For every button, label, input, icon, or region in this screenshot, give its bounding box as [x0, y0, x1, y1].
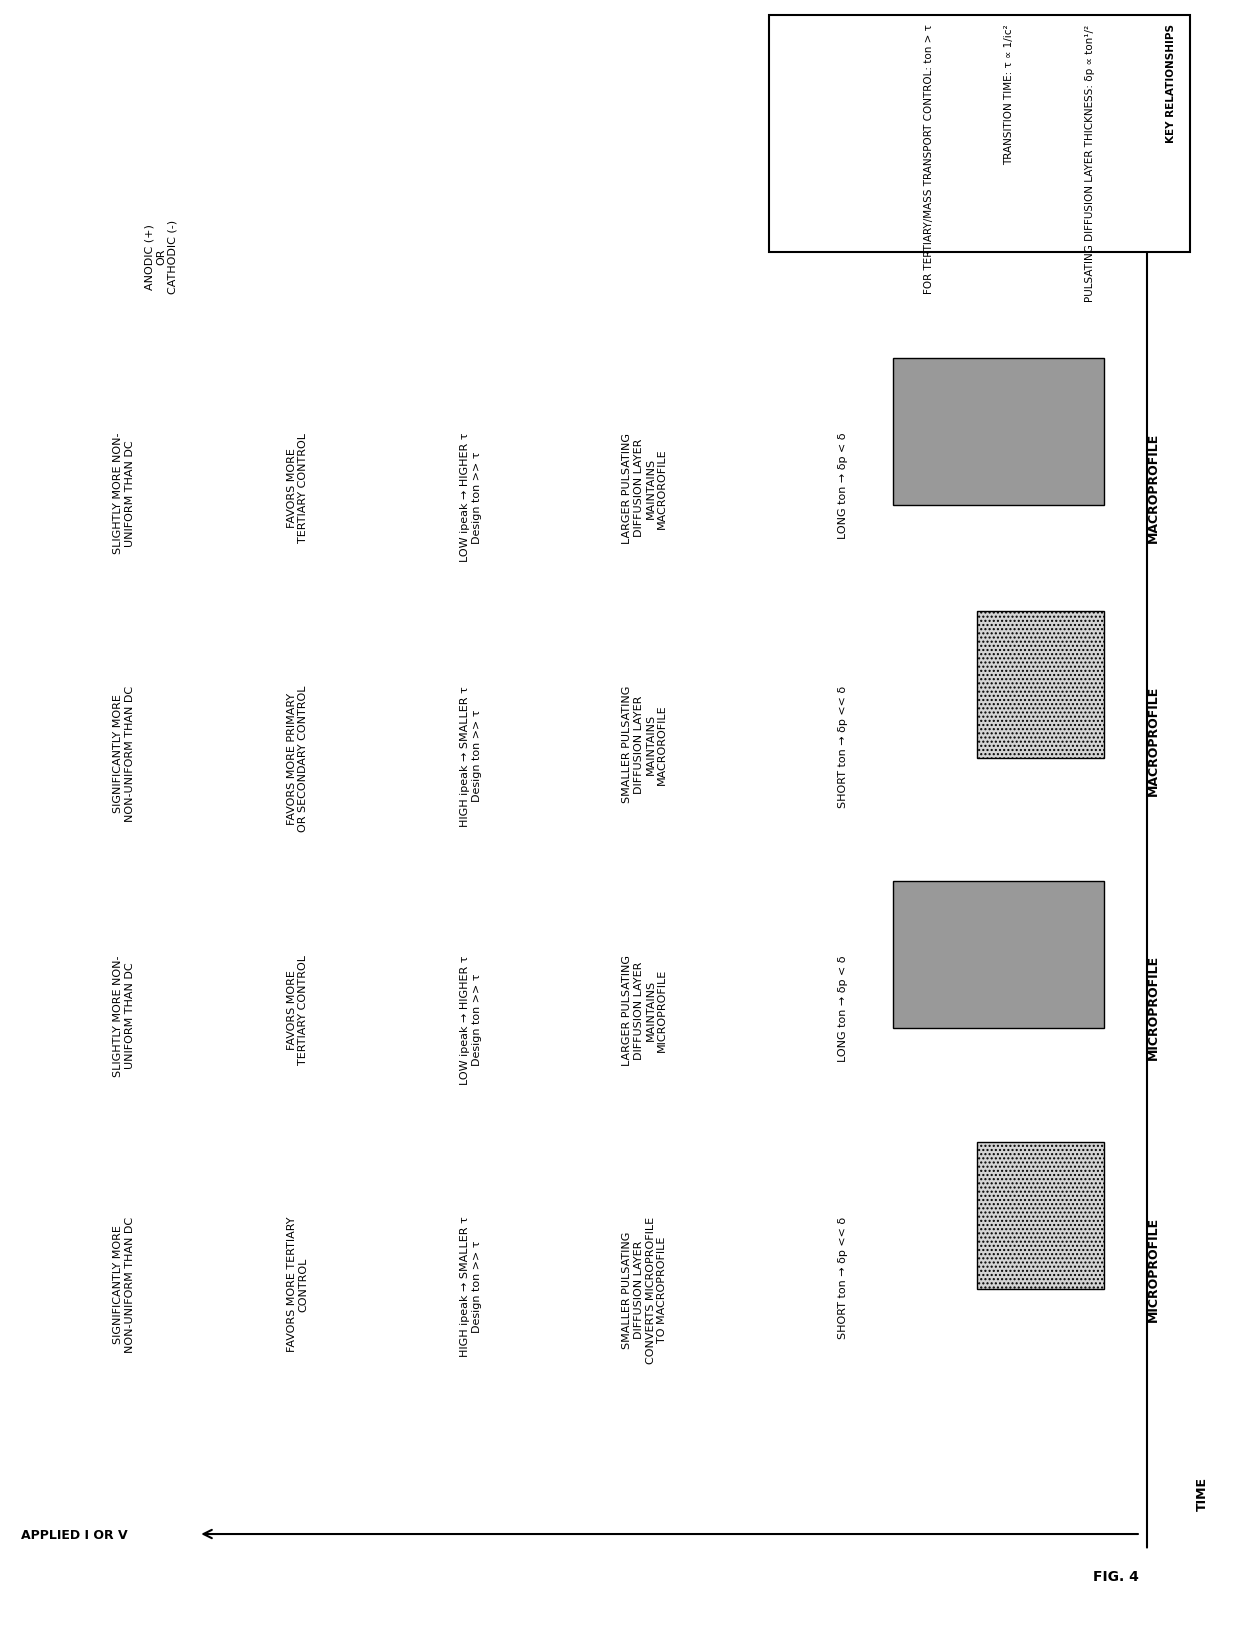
Bar	[769, 16, 1190, 253]
Text: MACROPROFILE: MACROPROFILE	[1147, 432, 1159, 543]
Text: FAVORS MORE
TERTIARY CONTROL: FAVORS MORE TERTIARY CONTROL	[286, 432, 309, 542]
Text: FAVORS MORE TERTIARY
CONTROL: FAVORS MORE TERTIARY CONTROL	[286, 1216, 309, 1351]
Text: MICROPROFILE: MICROPROFILE	[1147, 1216, 1159, 1320]
Text: SIGNIFICANTLY MORE
NON-UNIFORM THAN DC: SIGNIFICANTLY MORE NON-UNIFORM THAN DC	[113, 1216, 135, 1351]
Text: SLIGHTLY MORE NON-
UNIFORM THAN DC: SLIGHTLY MORE NON- UNIFORM THAN DC	[113, 432, 135, 553]
Text: MACROPROFILE: MACROPROFILE	[1147, 685, 1159, 796]
Text: LARGER PULSATING
DIFFUSION LAYER
MAINTAINS
MICROPROFILE: LARGER PULSATING DIFFUSION LAYER MAINTAI…	[622, 955, 667, 1066]
Bar	[977, 612, 1104, 759]
Text: SHORT ton → δp << δ: SHORT ton → δp << δ	[838, 685, 848, 808]
Text: FAVORS MORE PRIMARY
OR SECONDARY CONTROL: FAVORS MORE PRIMARY OR SECONDARY CONTROL	[286, 685, 309, 832]
Text: KEY RELATIONSHIPS: KEY RELATIONSHIPS	[1166, 24, 1176, 144]
Text: TRANSITION TIME: τ ∝ 1/ic²: TRANSITION TIME: τ ∝ 1/ic²	[1004, 24, 1014, 165]
Text: HIGH ipeak → SMALLER τ
Design ton >> τ: HIGH ipeak → SMALLER τ Design ton >> τ	[460, 685, 482, 826]
Bar	[893, 881, 1104, 1028]
Text: MICROPROFILE: MICROPROFILE	[1147, 955, 1159, 1059]
Text: SHORT ton → δp << δ: SHORT ton → δp << δ	[838, 1216, 848, 1338]
Bar	[893, 359, 1104, 506]
Text: SLIGHTLY MORE NON-
UNIFORM THAN DC: SLIGHTLY MORE NON- UNIFORM THAN DC	[113, 955, 135, 1075]
Text: FOR TERTIARY/MASS TRANSPORT CONTROL: ton > τ: FOR TERTIARY/MASS TRANSPORT CONTROL: ton…	[924, 24, 934, 294]
Text: PULSATING DIFFUSION LAYER THICKNESS: δp ∝ ton¹/²: PULSATING DIFFUSION LAYER THICKNESS: δp …	[1085, 24, 1095, 302]
Text: LARGER PULSATING
DIFFUSION LAYER
MAINTAINS
MACROROFILE: LARGER PULSATING DIFFUSION LAYER MAINTAI…	[622, 432, 667, 543]
Text: HIGH ipeak → SMALLER τ
Design ton >> τ: HIGH ipeak → SMALLER τ Design ton >> τ	[460, 1216, 482, 1356]
Text: LOW ipeak → HIGHER τ
Design ton >> τ: LOW ipeak → HIGHER τ Design ton >> τ	[460, 432, 482, 561]
Bar	[977, 1142, 1104, 1289]
Text: LONG ton → δp < δ: LONG ton → δp < δ	[838, 432, 848, 539]
Text: FIG. 4: FIG. 4	[1094, 1568, 1138, 1583]
Bar	[977, 1142, 1104, 1289]
Text: ANODIC (+)
OR
CATHODIC (-): ANODIC (+) OR CATHODIC (-)	[145, 220, 177, 294]
Text: LOW ipeak → HIGHER τ
Design ton >> τ: LOW ipeak → HIGHER τ Design ton >> τ	[460, 955, 482, 1084]
Bar	[977, 612, 1104, 759]
Text: SMALLER PULSATING
DIFFUSION LAYER
CONVERTS MICROPROFILE
TO MACROPROFILE: SMALLER PULSATING DIFFUSION LAYER CONVER…	[622, 1216, 667, 1363]
Text: SIGNIFICANTLY MORE
NON-UNIFORM THAN DC: SIGNIFICANTLY MORE NON-UNIFORM THAN DC	[113, 685, 135, 821]
Text: LONG ton → δp < δ: LONG ton → δp < δ	[838, 955, 848, 1061]
Text: TIME: TIME	[1197, 1475, 1209, 1510]
Text: FAVORS MORE
TERTIARY CONTROL: FAVORS MORE TERTIARY CONTROL	[286, 955, 309, 1064]
Text: SMALLER PULSATING
DIFFUSION LAYER
MAINTAINS
MACROROFILE: SMALLER PULSATING DIFFUSION LAYER MAINTA…	[622, 685, 667, 803]
Text: APPLIED I OR V: APPLIED I OR V	[21, 1528, 128, 1541]
